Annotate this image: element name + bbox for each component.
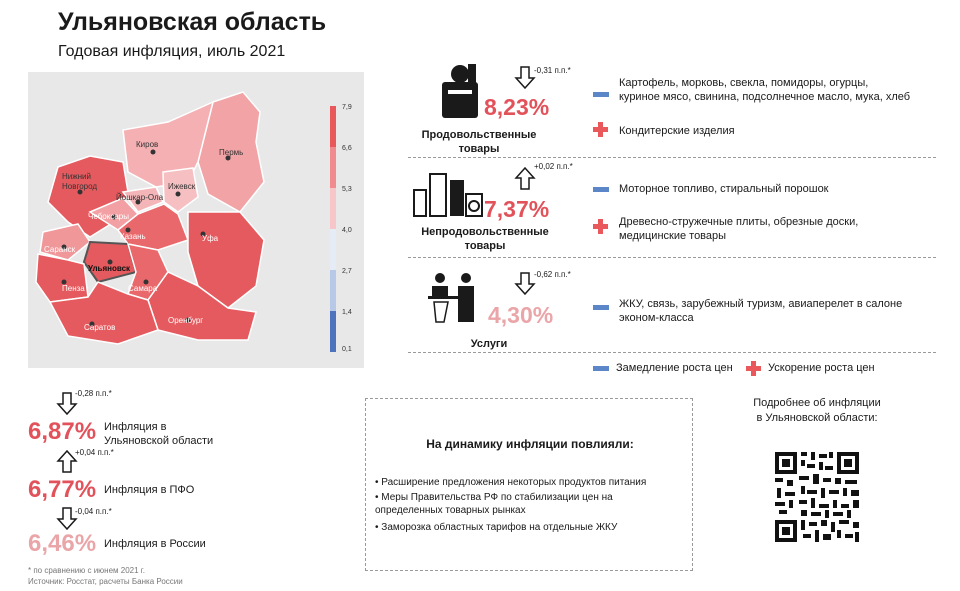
factors-panel: На динамику инфляции повлияли: • Расшире… [365,398,693,571]
nonfood-delta: +0,02 п.п.* [534,162,573,171]
map-label-kirov: Киров [136,140,159,149]
map-color-scale: 7,9 6,6 5,3 4,0 2,7 1,4 0,1 [330,104,352,353]
divider [408,157,936,158]
services-inflation-value: 4,30% [488,302,554,328]
arrow-up-icon [514,166,536,190]
map-label-yoshkar-ola: Йошкар-Ола [116,193,164,202]
inflation-map: Нижний Новгород Киров Пермь Ижевск Йошка… [28,72,364,368]
plus-icon [593,122,608,137]
map-label-orenburg: Оренбург [168,316,204,325]
scale-tick: 6,6 [342,145,352,152]
map-region-saratov [48,281,159,345]
factors-title: На динамику инфляции повлияли: [426,437,634,451]
scale-segment [330,270,336,311]
scale-segment [330,229,336,270]
map-region-yoshkar-ola [121,186,165,213]
map-label-samara: Самара [128,284,158,293]
food-inflation-value: 8,23% [484,94,550,120]
arrow-down-icon [514,272,536,296]
services-delta: -0,62 п.п.* [534,270,571,279]
map-label-perm: Пермь [219,148,244,157]
map-shapes [35,91,265,345]
divider [408,257,936,258]
map-region-perm [197,91,265,213]
legend-minus-label: Замедление роста цен [616,362,733,374]
map-label-saratov: Саратов [84,323,116,332]
pfo-inflation-value: 6,77% [28,476,97,503]
services-icon [428,273,474,323]
map-region-izhevsk [162,167,199,213]
food-decrease-items: Картофель, морковь, свекла, помидоры, ог… [619,77,911,103]
map-label-kazan: Казань [120,232,146,241]
scale-segment [330,147,336,188]
nonfood-category-name: Непродовольственные товары [421,226,549,252]
legend-plus-icon [746,361,761,376]
russia-inflation-value: 6,46% [28,530,97,557]
source-note: Источник: Росстат, расчеты Банка России [28,577,183,586]
russia-inflation-delta: -0,04 п.п.* [75,507,112,516]
nonfood-inflation-value: 7,37% [484,196,550,222]
scale-tick: 7,9 [342,104,352,111]
nonfood-decrease-items: Моторное топливо, стиральный порошок [619,183,829,195]
map-region-ufa [187,211,265,309]
food-increase-items: Кондитерские изделия [619,125,735,137]
services-category-name: Услуги [470,338,508,350]
minus-icon [593,187,609,192]
minus-icon [593,92,609,97]
page-subtitle: Годовая инфляция, июль 2021 [58,43,286,60]
scale-tick: 4,0 [342,227,352,234]
map-label-nizhny-novgorod: Нижний Новгород [62,172,98,191]
scale-tick: 1,4 [342,309,352,316]
food-category-name: Продовольственные товары [421,129,537,155]
arrow-down-icon [56,507,78,531]
factor-item: • Меры Правительства РФ по стабилизации … [375,492,613,516]
map-region-saransk [39,223,92,261]
qr-code-icon[interactable] [773,450,861,544]
pfo-inflation-label: Инфляция в ПФО [104,484,195,496]
legend-plus-label: Ускорение роста цен [768,362,875,374]
minus-icon [593,305,609,310]
russia-inflation-label: Инфляция в России [104,538,206,550]
map-label-ulyanovsk: Ульяновск [88,264,131,273]
legend-minus-icon [593,366,609,371]
scale-tick: 2,7 [342,268,352,275]
scale-segment [330,106,336,147]
arrow-up-icon [56,449,78,473]
grocery-bag-icon [442,64,478,118]
food-delta: -0,31 п.п.* [534,66,571,75]
page-title: Ульяновская область [58,8,327,36]
divider [408,352,936,353]
pfo-inflation-delta: +0,04 п.п.* [75,448,114,457]
factor-item: • Расширение предложения некоторых проду… [375,477,647,488]
appliances-icon [413,173,483,217]
factor-item: • Заморозка областных тарифов на отдельн… [375,522,618,533]
scale-segment [330,311,336,352]
scale-tick: 0,1 [342,346,352,353]
scale-tick: 5,3 [342,186,352,193]
arrow-down-icon [56,392,78,416]
qr-caption: Подробнее об инфляции в Ульяновской обла… [753,397,881,424]
arrow-down-icon [514,66,536,90]
map-region-penza [35,253,89,303]
region-inflation-delta: -0,28 п.п.* [75,389,112,398]
region-inflation-label: Инфляция в Ульяновской области [104,421,214,447]
map-label-ufa: Уфа [202,234,219,243]
map-region-orenburg [147,271,257,341]
map-label-cheboksary: Чебоксары [88,212,129,221]
map-label-penza: Пенза [62,284,85,293]
map-label-izhevsk: Ижевск [168,182,196,191]
plus-icon [593,219,608,234]
region-inflation-value: 6,87% [28,418,97,445]
scale-segment [330,188,336,229]
map-label-saransk: Саранск [44,245,76,254]
nonfood-increase-items: Древесно-стружечные плиты, обрезные доск… [619,216,859,242]
footnote: * по сравнению с июнем 2021 г. [28,566,145,575]
services-decrease-items: ЖКУ, связь, зарубежный туризм, авиаперел… [619,298,903,324]
